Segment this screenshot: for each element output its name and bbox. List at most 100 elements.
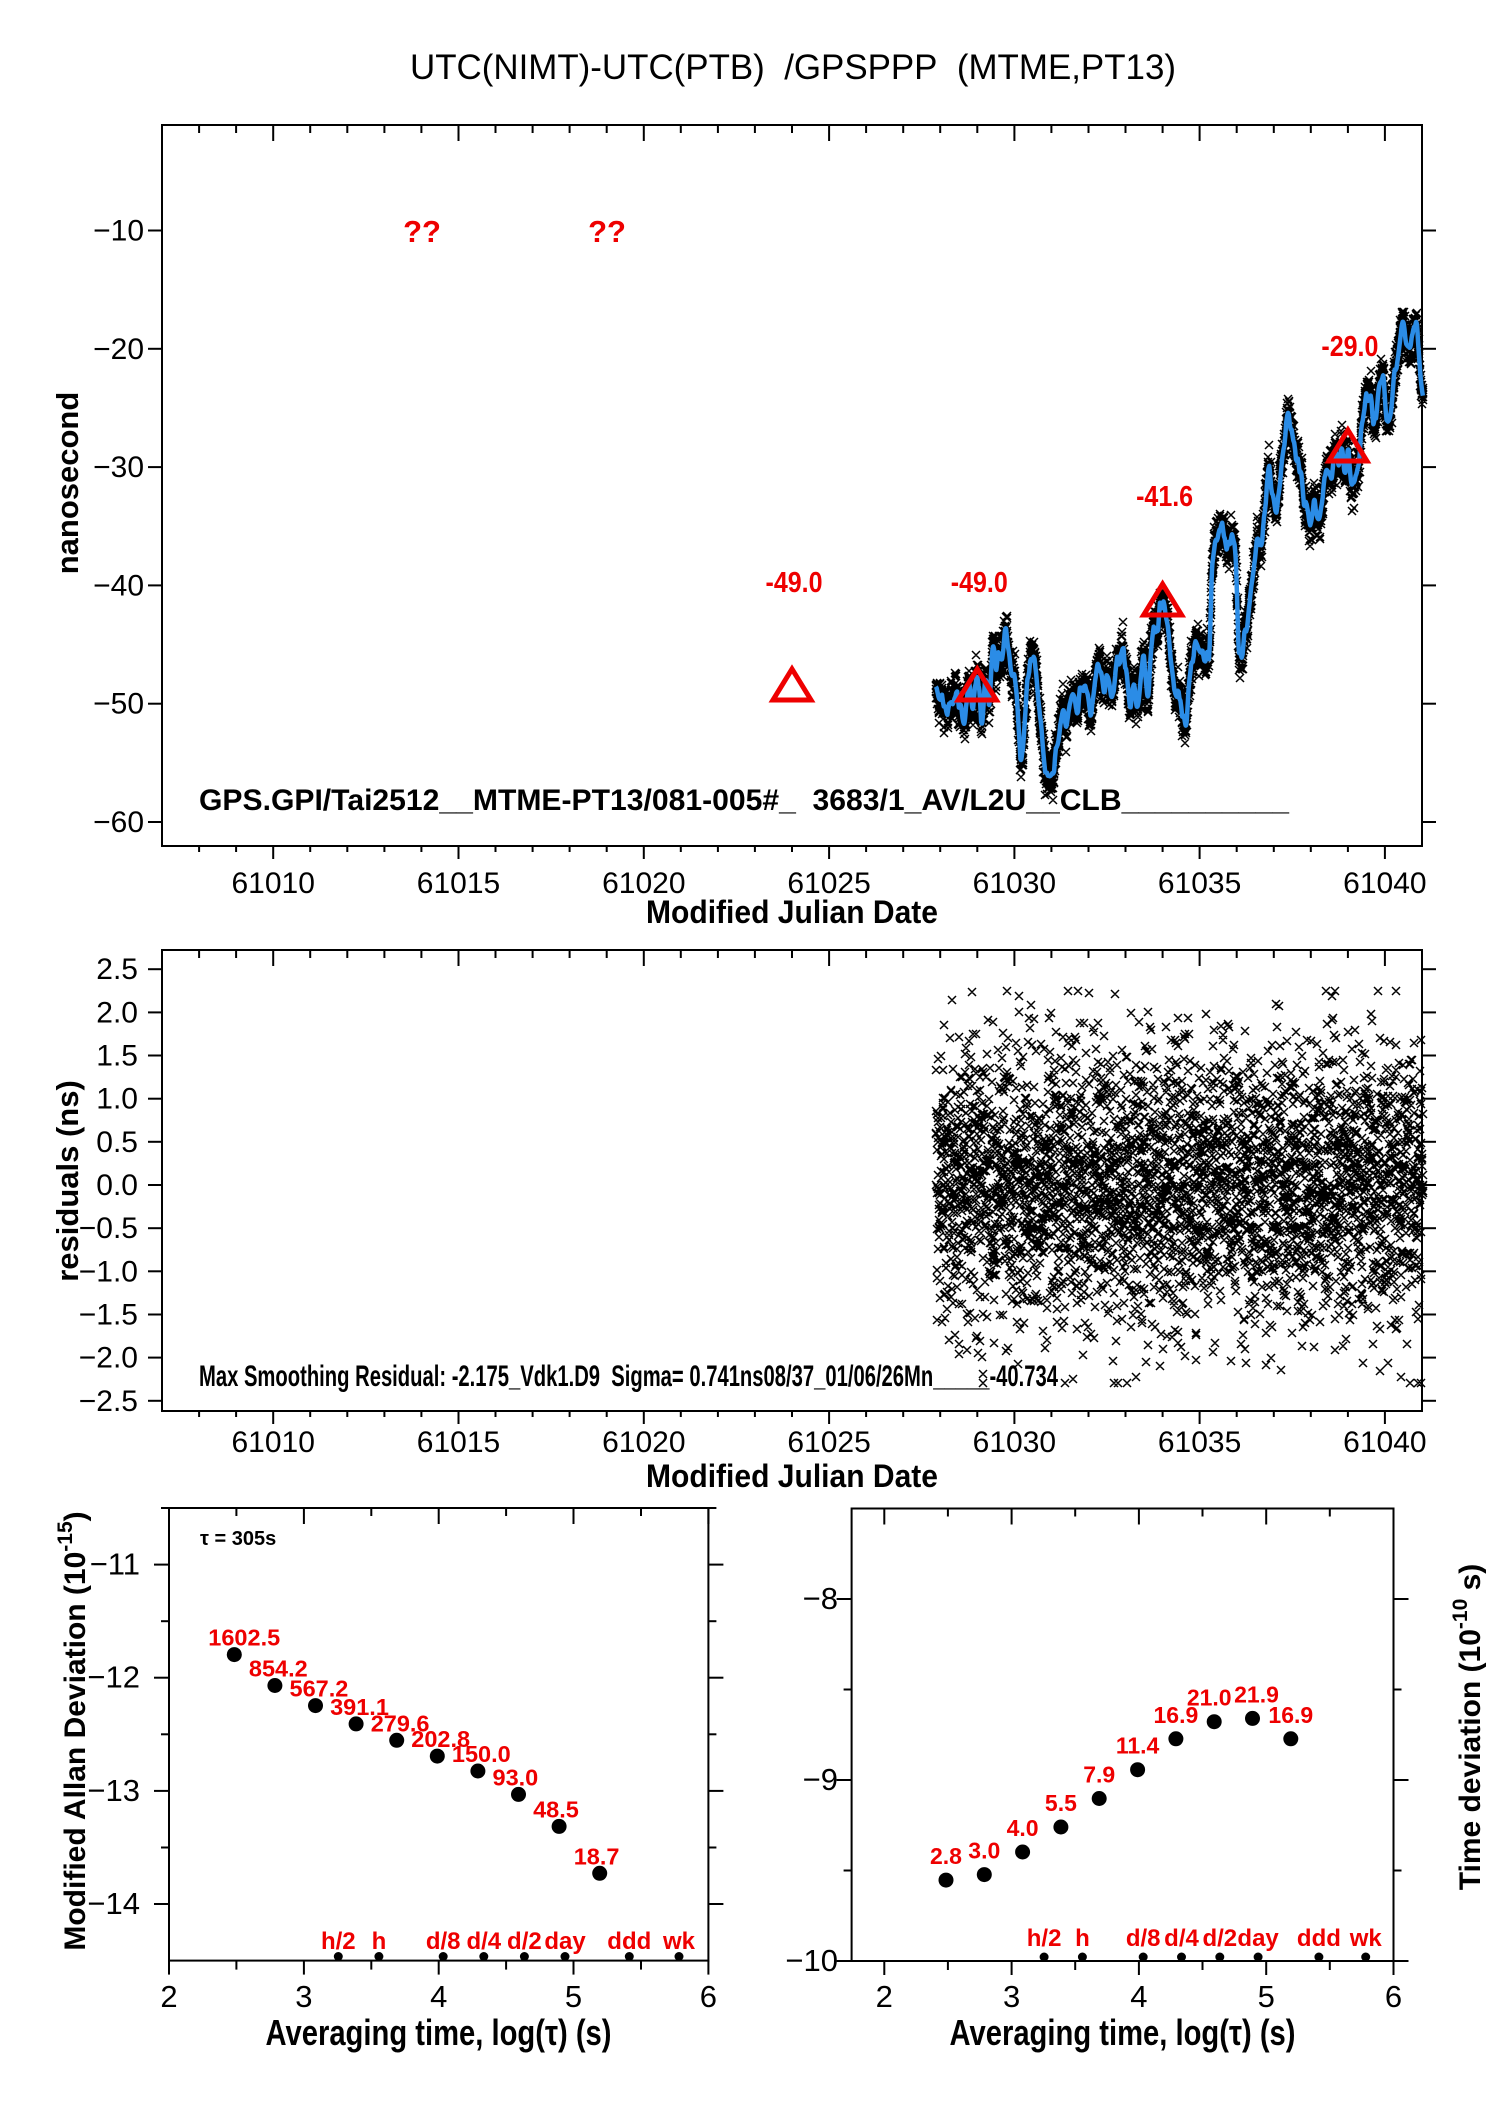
svg-text:391.1: 391.1	[330, 1694, 389, 1720]
svg-text:−0.5: −0.5	[79, 1212, 138, 1245]
svg-text:21.0: 21.0	[1187, 1685, 1232, 1711]
svg-text:2: 2	[876, 1979, 893, 2014]
svg-text:nanosecond: nanosecond	[50, 392, 85, 575]
svg-text:Averaging time, log(τ) (s): Averaging time, log(τ) (s)	[950, 2012, 1296, 2053]
svg-text:2.0: 2.0	[96, 996, 138, 1029]
svg-text:day: day	[544, 1928, 586, 1955]
svg-text:61020: 61020	[602, 1426, 685, 1459]
svg-text:Modified Julian Date: Modified Julian Date	[646, 1458, 938, 1494]
svg-text:ddd: ddd	[1297, 1925, 1341, 1952]
svg-text:150.0: 150.0	[452, 1741, 511, 1767]
svg-text:61015: 61015	[417, 867, 500, 900]
svg-text:4.0: 4.0	[1007, 1815, 1039, 1841]
svg-text:Modified Allan Deviation (10-1: Modified Allan Deviation (10-15)	[54, 1511, 92, 1950]
svg-text:d/2: d/2	[507, 1928, 542, 1955]
svg-text:−30: −30	[93, 451, 144, 484]
svg-text:−8: −8	[803, 1581, 838, 1616]
svg-text:−40: −40	[93, 569, 144, 602]
svg-text:−14: −14	[87, 1886, 140, 1921]
svg-text:61040: 61040	[1343, 867, 1426, 900]
svg-text:5: 5	[1258, 1979, 1275, 2014]
svg-text:61040: 61040	[1343, 1426, 1426, 1459]
svg-text:h: h	[372, 1928, 387, 1955]
svg-text:residuals (ns): residuals (ns)	[50, 1080, 85, 1282]
svg-text:61035: 61035	[1158, 867, 1241, 900]
svg-text:11.4: 11.4	[1116, 1733, 1160, 1759]
svg-text:d/8: d/8	[426, 1928, 461, 1955]
svg-text:202.8: 202.8	[411, 1726, 470, 1752]
svg-text:61025: 61025	[787, 867, 870, 900]
svg-text:-41.6: -41.6	[1136, 481, 1193, 513]
svg-text:61025: 61025	[787, 1426, 870, 1459]
svg-text:−10: −10	[785, 1943, 838, 1978]
svg-text:−2.5: −2.5	[79, 1385, 138, 1418]
svg-text:854.2: 854.2	[249, 1656, 308, 1682]
svg-text:3.0: 3.0	[968, 1838, 1000, 1864]
svg-text:d/2: d/2	[1202, 1925, 1237, 1952]
svg-text:−1.5: −1.5	[79, 1299, 138, 1332]
svg-text:−60: −60	[93, 806, 144, 839]
svg-text:61020: 61020	[602, 867, 685, 900]
svg-text:−20: −20	[93, 333, 144, 366]
svg-text:2.8: 2.8	[930, 1843, 962, 1869]
svg-text:−12: −12	[87, 1660, 140, 1695]
svg-text:Modified Julian Date: Modified Julian Date	[646, 894, 938, 930]
svg-text:61030: 61030	[973, 867, 1056, 900]
svg-text:−13: −13	[87, 1773, 140, 1808]
svg-text:5: 5	[565, 1979, 582, 2014]
svg-text:3: 3	[295, 1979, 312, 2014]
svg-text:61035: 61035	[1158, 1426, 1241, 1459]
svg-text:4: 4	[430, 1979, 447, 2014]
svg-text:−9: −9	[803, 1762, 838, 1797]
svg-text:2: 2	[160, 1979, 177, 2014]
svg-text:6: 6	[1385, 1979, 1402, 2014]
svg-text:-49.0: -49.0	[766, 567, 823, 599]
svg-text:1.5: 1.5	[96, 1040, 138, 1073]
svg-text:−1.0: −1.0	[79, 1255, 138, 1288]
svg-text:-29.0: -29.0	[1321, 331, 1378, 363]
svg-text:h: h	[1075, 1925, 1090, 1952]
svg-text:6: 6	[700, 1979, 717, 2014]
svg-text:wk: wk	[1349, 1925, 1383, 1952]
svg-text:48.5: 48.5	[533, 1796, 579, 1822]
svg-text:h/2: h/2	[1027, 1925, 1062, 1952]
svg-text:τ = 305s: τ = 305s	[200, 1528, 276, 1550]
svg-text:0.5: 0.5	[96, 1126, 138, 1159]
svg-text:ddd: ddd	[607, 1928, 651, 1955]
svg-text:day: day	[1237, 1925, 1279, 1952]
svg-text:0.0: 0.0	[96, 1169, 138, 1202]
svg-text:1.0: 1.0	[96, 1083, 138, 1116]
svg-text:−2.0: −2.0	[79, 1342, 138, 1375]
svg-text:??: ??	[403, 214, 441, 249]
svg-text:567.2: 567.2	[290, 1676, 349, 1702]
svg-text:61030: 61030	[973, 1426, 1056, 1459]
svg-text:3: 3	[1003, 1979, 1020, 2014]
svg-text:d/8: d/8	[1126, 1925, 1161, 1952]
svg-text:61010: 61010	[231, 1426, 314, 1459]
svg-text:UTC(NIMT)-UTC(PTB) /GPSPPP (: UTC(NIMT)-UTC(PTB) /GPSPPP (MTME,PT13)	[410, 48, 1176, 87]
svg-text:61010: 61010	[231, 867, 314, 900]
svg-text:18.7: 18.7	[574, 1843, 620, 1869]
svg-text:1602.5: 1602.5	[208, 1625, 280, 1651]
svg-text:wk: wk	[662, 1928, 696, 1955]
svg-text:??: ??	[588, 214, 626, 249]
svg-text:93.0: 93.0	[493, 1764, 539, 1790]
svg-text:d/4: d/4	[466, 1928, 501, 1955]
svg-text:−10: −10	[93, 215, 144, 248]
svg-text:Averaging time, log(τ) (s): Averaging time, log(τ) (s)	[266, 2012, 612, 2053]
svg-text:16.9: 16.9	[1268, 1702, 1313, 1728]
svg-text:GPS.GPI/Tai2512__MTME-PT13/081: GPS.GPI/Tai2512__MTME-PT13/081-005#_ 368…	[199, 784, 1289, 817]
svg-text:−50: −50	[93, 688, 144, 721]
svg-text:-49.0: -49.0	[951, 567, 1008, 599]
svg-text:h/2: h/2	[321, 1928, 356, 1955]
svg-text:−11: −11	[90, 1547, 140, 1582]
svg-text:16.9: 16.9	[1154, 1702, 1199, 1728]
svg-text:4: 4	[1130, 1979, 1147, 2014]
svg-text:279.6: 279.6	[371, 1710, 430, 1736]
svg-text:2.5: 2.5	[96, 953, 138, 986]
svg-text:61015: 61015	[417, 1426, 500, 1459]
svg-text:5.5: 5.5	[1045, 1790, 1077, 1816]
svg-text:21.9: 21.9	[1234, 1681, 1279, 1707]
svg-text:Max Smoothing Residual: -2.175: Max Smoothing Residual: -2.175_Vdk1.D9 S…	[199, 1360, 1058, 1393]
svg-text:d/4: d/4	[1164, 1925, 1199, 1952]
